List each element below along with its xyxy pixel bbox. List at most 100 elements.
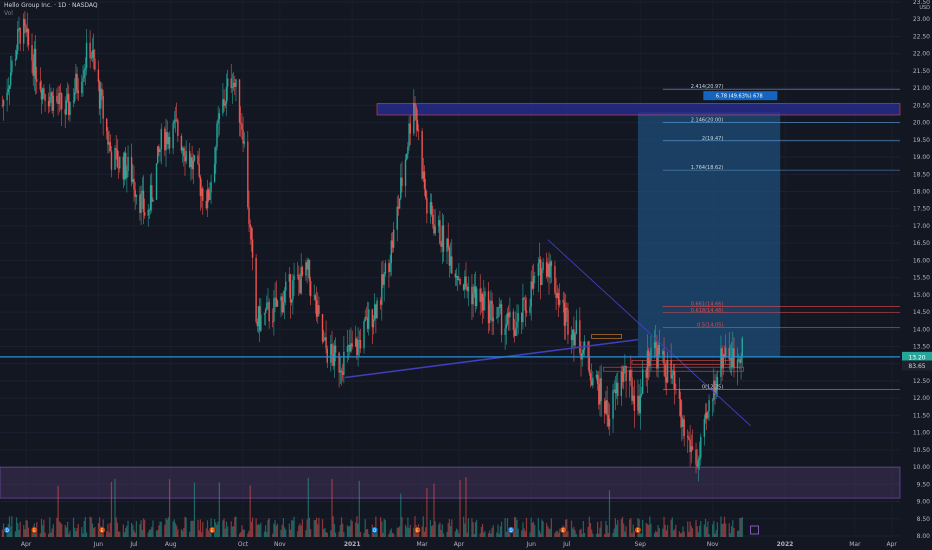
volume-bar	[99, 517, 101, 537]
candle-body	[200, 188, 203, 196]
volume-bar	[218, 482, 220, 537]
candle-body	[714, 380, 716, 395]
volume-bar	[633, 531, 635, 537]
volume-bar	[663, 516, 665, 537]
candle-body	[479, 288, 481, 302]
volume-bar	[307, 477, 309, 537]
volume-bar	[400, 493, 402, 537]
volume-bar	[77, 524, 79, 537]
volume-bar	[208, 530, 210, 537]
volume-bar	[591, 529, 593, 537]
candle-body	[471, 286, 473, 305]
candle-body	[267, 302, 269, 304]
volume-bar	[180, 529, 183, 537]
symbol-name[interactable]: Hello Group Inc.	[4, 2, 53, 9]
candle-body	[313, 295, 315, 297]
candle-body	[673, 371, 676, 389]
candle-body	[628, 369, 631, 382]
volume-bar	[340, 517, 343, 537]
volume-bar	[449, 525, 452, 537]
volume-bar	[487, 533, 490, 537]
volume-bar	[247, 533, 249, 537]
volume-bar	[115, 517, 117, 537]
volume-bar	[158, 525, 160, 537]
volume-bar	[397, 527, 400, 537]
volume-bar	[155, 530, 158, 537]
candle-body	[27, 28, 30, 46]
volume-bar	[116, 522, 118, 537]
volume-bar	[583, 532, 586, 537]
volume-bar	[351, 521, 353, 537]
volume-bar	[160, 522, 162, 537]
candle-body	[683, 419, 685, 437]
volume-bar	[446, 531, 448, 537]
candle-body	[371, 309, 374, 328]
candle-body	[670, 360, 672, 379]
candle-body	[722, 354, 725, 369]
candle-body	[108, 142, 110, 145]
volume-bar	[464, 523, 466, 537]
volume-bar	[293, 516, 295, 537]
candle-body	[447, 238, 449, 248]
volume-bar	[664, 524, 666, 537]
volume-bar	[165, 517, 167, 537]
symbol-legend: Hello Group Inc. · 1D · NASDAQ Vol	[4, 2, 98, 17]
candle-body	[530, 281, 532, 307]
volume-bar	[540, 533, 542, 537]
candle-body	[141, 190, 143, 193]
candle-body	[26, 28, 28, 33]
x-tick-label: Apr	[454, 541, 465, 548]
candle-body	[388, 263, 390, 273]
volume-bar	[200, 532, 203, 537]
volume-bar	[83, 520, 85, 537]
candle-body	[49, 96, 51, 107]
candle-body	[498, 307, 500, 309]
volume-bar	[364, 519, 366, 537]
candle-body	[499, 304, 502, 308]
volume-bar	[69, 530, 71, 537]
candle-body	[175, 119, 178, 121]
candle-body	[397, 206, 400, 209]
volume-bar	[17, 523, 19, 537]
time-axis[interactable]: Apr Jun Jul Aug Oct Nov 2021 Mar Apr Jun Jul Sep Nov…	[21, 541, 898, 548]
volume-bar	[152, 520, 154, 537]
price-axis[interactable]: 23.50 23.00 22.50 22.00 21.50 21.00 20.50 20.00…	[902, 0, 932, 540]
volume-bar	[227, 526, 229, 537]
volume-indicator-label[interactable]: Vol	[4, 10, 13, 17]
volume-bar	[215, 522, 217, 537]
candle-body	[605, 400, 607, 414]
volume-bar	[465, 477, 467, 537]
candle-body	[209, 192, 211, 201]
candle-body	[612, 390, 614, 419]
candles	[1, 11, 743, 482]
volume-bar	[655, 530, 657, 537]
volume-bar	[356, 516, 358, 537]
volume-bar	[31, 529, 33, 537]
volume-bar	[274, 520, 276, 537]
candle-body	[223, 99, 225, 106]
candle-body	[6, 92, 8, 101]
volume-bar	[579, 529, 581, 537]
candle-body	[721, 348, 723, 369]
volume-bar	[348, 526, 350, 537]
candle-body	[44, 93, 46, 101]
y-tick-label: 18.50	[913, 171, 930, 178]
candle-body	[222, 99, 224, 114]
symbol-interval[interactable]: 1D	[57, 2, 67, 9]
candle-body	[623, 367, 625, 383]
candle-body	[396, 206, 398, 230]
candle-body	[326, 348, 328, 363]
candle-body	[164, 128, 166, 151]
top-zone	[376, 103, 901, 116]
candle-body	[366, 317, 369, 329]
volume-bar	[521, 530, 523, 537]
candle-body	[570, 334, 573, 340]
candle-body	[368, 309, 370, 329]
candle-body	[36, 79, 38, 82]
candle-body	[173, 120, 176, 124]
candle-body	[213, 163, 216, 182]
volume-bar	[421, 526, 423, 537]
volume-bar	[106, 531, 108, 537]
candle-body	[414, 102, 416, 107]
